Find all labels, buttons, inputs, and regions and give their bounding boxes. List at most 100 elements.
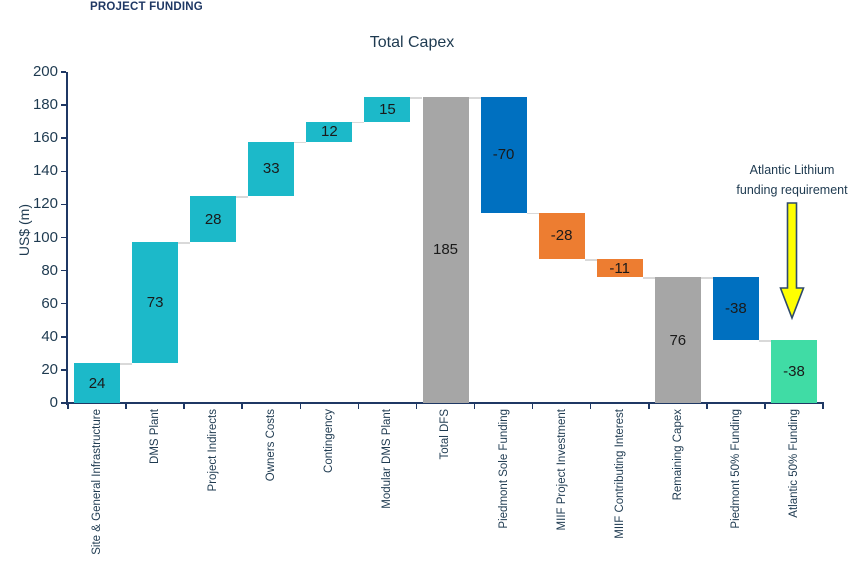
x-axis-label: DMS Plant xyxy=(149,409,162,464)
y-tick xyxy=(61,369,66,371)
x-axis-label: Total DFS xyxy=(439,409,452,460)
y-tick-label: 120 xyxy=(32,195,58,213)
x-axis-label-slot: Contingency xyxy=(300,409,358,585)
bar-value-label: -38 xyxy=(783,363,805,381)
x-axis-label-slot: Modular DMS Plant xyxy=(358,409,416,585)
annotation-atlantic-funding: Atlantic Lithium funding requirement xyxy=(722,160,858,200)
annotation-line-2: funding requirement xyxy=(736,183,848,197)
y-tick-label: 0 xyxy=(49,394,58,411)
waterfall-connector xyxy=(642,277,655,280)
y-tick xyxy=(61,170,66,173)
x-axis-label: Site & General Infrastructure xyxy=(91,409,104,555)
x-axis-label-slot: MIIF Project Investment xyxy=(533,409,591,585)
x-tick xyxy=(648,404,650,409)
waterfall-connector xyxy=(410,96,423,99)
y-tick-label: 200 xyxy=(32,63,58,80)
y-tick xyxy=(61,104,66,106)
y-tick xyxy=(61,71,66,73)
bar-value-label: 15 xyxy=(379,100,396,118)
bar-value-label: 76 xyxy=(669,331,687,349)
y-tick-label: 180 xyxy=(32,96,58,114)
x-axis-label-slot: Piedmont Sole Funding xyxy=(475,409,533,585)
x-tick xyxy=(531,404,534,409)
bar-piedmont-sole-funding: -70 xyxy=(480,96,527,213)
x-axis-label: Remaining Capex xyxy=(671,409,684,501)
x-tick xyxy=(415,404,418,409)
bar-total-dfs: 185 xyxy=(422,96,469,403)
bar-miif-contributing-interest: -11 xyxy=(596,259,643,278)
x-axis-label-slot: DMS Plant xyxy=(126,409,184,585)
bar-value-label: -38 xyxy=(725,300,747,318)
y-axis-line xyxy=(66,72,68,405)
y-tick xyxy=(61,336,66,338)
x-tick xyxy=(125,404,127,409)
bar-modular-dms-plant: 15 xyxy=(364,96,411,122)
x-axis-label: Modular DMS Plant xyxy=(381,409,394,509)
bar-project-indirects: 28 xyxy=(190,196,237,243)
bar-remaining-capex: 76 xyxy=(654,277,701,403)
y-tick xyxy=(61,203,66,206)
chart-title: Total Capex xyxy=(369,34,455,51)
x-tick xyxy=(299,404,302,409)
x-tick xyxy=(706,404,708,409)
waterfall-connector xyxy=(120,363,133,366)
x-tick xyxy=(357,404,360,409)
x-tick xyxy=(183,404,185,409)
bar-miif-project-investment: -28 xyxy=(538,212,585,259)
x-axis-line xyxy=(66,402,824,405)
bar-contingency: 12 xyxy=(306,121,353,142)
x-tick xyxy=(822,404,824,409)
x-axis-label: Owners Costs xyxy=(265,409,278,482)
x-axis-label-slot: Atlantic 50% Funding xyxy=(765,409,823,585)
y-tick xyxy=(61,402,66,404)
x-axis-label: Piedmont 50% Funding xyxy=(729,409,742,529)
section-header: PROJECT FUNDING xyxy=(90,1,203,13)
waterfall-connector xyxy=(352,121,365,124)
bar-value-label: 28 xyxy=(204,210,222,228)
y-tick-label: 140 xyxy=(32,162,58,180)
x-axis-label: Piedmont Sole Funding xyxy=(497,409,510,529)
bar-value-label: -28 xyxy=(550,227,573,245)
y-tick xyxy=(61,236,66,239)
x-axis-label-slot: Piedmont 50% Funding xyxy=(707,409,765,585)
bar-value-label: 33 xyxy=(262,160,280,178)
x-axis-label-slot: Project Indirects xyxy=(184,409,242,585)
y-tick-label: 40 xyxy=(41,327,58,345)
y-tick-label: 20 xyxy=(41,360,58,378)
waterfall-connector xyxy=(758,340,771,342)
waterfall-connector xyxy=(700,277,713,280)
x-tick xyxy=(241,404,243,409)
y-tick-label: 80 xyxy=(41,261,58,279)
y-tick xyxy=(61,302,66,305)
x-axis-label: MIIF Project Investment xyxy=(555,409,568,531)
x-axis-label-slot: Remaining Capex xyxy=(649,409,707,585)
y-tick-label: 60 xyxy=(41,294,58,312)
bar-value-label: -11 xyxy=(609,259,630,277)
x-axis-label: Atlantic 50% Funding xyxy=(787,409,800,518)
bar-value-label: 185 xyxy=(432,241,459,259)
x-tick xyxy=(764,404,766,409)
annotation-line-1: Atlantic Lithium xyxy=(749,163,835,177)
waterfall-connector xyxy=(178,242,191,245)
bar-atlantic-50-funding: -38 xyxy=(770,340,817,403)
waterfall-connector xyxy=(236,196,249,198)
y-tick-label: 100 xyxy=(32,228,58,246)
x-axis-label-slot: Total DFS xyxy=(416,409,474,585)
y-tick-label: 160 xyxy=(32,129,58,147)
y-tick xyxy=(61,137,66,139)
x-axis-label-slot: Owners Costs xyxy=(242,409,300,585)
waterfall-connector xyxy=(584,259,597,261)
down-arrow-icon xyxy=(779,202,805,321)
x-tick xyxy=(473,404,476,409)
bar-value-label: 12 xyxy=(321,123,338,141)
bar-owners-costs: 33 xyxy=(248,141,295,197)
bar-site-general-infrastructure: 24 xyxy=(74,363,121,403)
x-axis-label-slot: MIIF Contributing Interest xyxy=(591,409,649,585)
x-tick xyxy=(589,404,592,409)
waterfall-connector xyxy=(526,212,539,215)
bar-value-label: 24 xyxy=(88,374,106,392)
x-axis-label: Contingency xyxy=(323,409,336,473)
x-tick xyxy=(67,404,69,409)
waterfall-connector xyxy=(294,141,307,144)
